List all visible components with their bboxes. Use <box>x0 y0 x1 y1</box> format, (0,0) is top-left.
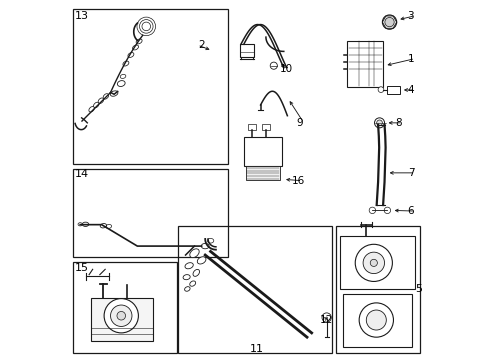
Ellipse shape <box>184 263 193 269</box>
Ellipse shape <box>93 102 99 108</box>
Text: 5: 5 <box>414 284 422 294</box>
Circle shape <box>270 62 277 69</box>
Circle shape <box>384 18 393 27</box>
Ellipse shape <box>189 249 199 258</box>
Bar <box>247 123 255 130</box>
Bar <box>244 137 282 166</box>
Bar <box>340 236 414 289</box>
Ellipse shape <box>193 269 199 276</box>
Bar <box>240 44 254 57</box>
Bar <box>73 9 228 164</box>
Circle shape <box>363 252 384 274</box>
Bar <box>91 298 153 341</box>
Bar <box>73 262 176 353</box>
Text: 12: 12 <box>319 315 333 325</box>
Bar <box>342 294 411 347</box>
Bar <box>73 169 228 257</box>
Ellipse shape <box>136 39 142 44</box>
Text: 7: 7 <box>407 168 413 178</box>
Ellipse shape <box>201 243 209 249</box>
Circle shape <box>366 310 386 330</box>
Bar <box>335 226 419 353</box>
Circle shape <box>382 15 396 29</box>
Ellipse shape <box>183 275 190 280</box>
Circle shape <box>376 120 382 126</box>
Circle shape <box>374 118 384 128</box>
Text: 8: 8 <box>394 118 401 128</box>
Circle shape <box>358 303 393 337</box>
Bar <box>346 41 382 87</box>
Text: 1: 1 <box>407 54 413 64</box>
Circle shape <box>377 87 383 93</box>
Circle shape <box>384 207 390 213</box>
Ellipse shape <box>197 257 205 264</box>
Circle shape <box>354 244 391 282</box>
Ellipse shape <box>100 224 106 228</box>
Circle shape <box>104 298 138 333</box>
Text: 14: 14 <box>75 168 89 179</box>
Text: 6: 6 <box>407 206 413 216</box>
Ellipse shape <box>132 45 138 50</box>
Text: 10: 10 <box>279 64 292 73</box>
Bar <box>246 166 280 180</box>
Ellipse shape <box>82 222 88 226</box>
Ellipse shape <box>117 81 125 86</box>
Text: 4: 4 <box>407 85 413 95</box>
Ellipse shape <box>128 53 134 58</box>
Text: 11: 11 <box>249 343 264 354</box>
Ellipse shape <box>98 98 103 103</box>
Ellipse shape <box>103 94 108 99</box>
Ellipse shape <box>189 281 195 286</box>
Circle shape <box>110 305 132 327</box>
Text: 15: 15 <box>75 262 89 273</box>
Circle shape <box>322 313 331 322</box>
Bar <box>178 226 331 353</box>
Circle shape <box>117 311 125 320</box>
Text: 3: 3 <box>407 11 413 21</box>
Ellipse shape <box>89 107 94 112</box>
Bar <box>261 123 269 130</box>
Text: 9: 9 <box>296 118 302 128</box>
Ellipse shape <box>184 287 190 291</box>
Ellipse shape <box>110 91 118 96</box>
Text: 2: 2 <box>198 40 204 50</box>
Bar <box>386 86 399 94</box>
Circle shape <box>368 207 375 213</box>
Text: 13: 13 <box>75 12 89 21</box>
Text: 16: 16 <box>291 176 304 186</box>
Ellipse shape <box>122 61 129 66</box>
Circle shape <box>369 259 377 266</box>
